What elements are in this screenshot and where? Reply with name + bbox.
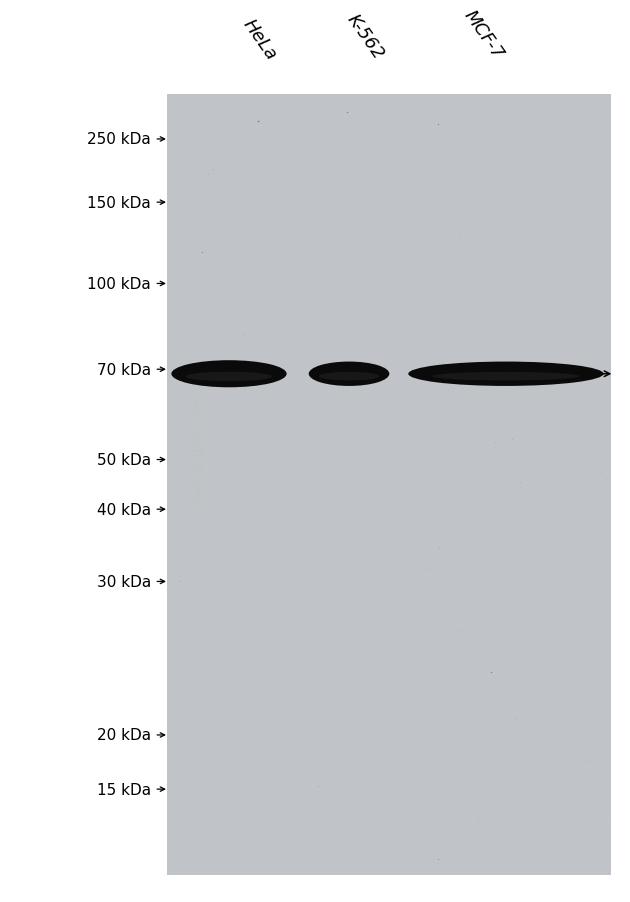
Ellipse shape [319,373,379,381]
Ellipse shape [186,373,272,382]
Text: K-562: K-562 [343,11,387,63]
Text: HeLa: HeLa [239,15,280,63]
Ellipse shape [433,373,579,381]
Text: 150 kDa: 150 kDa [88,196,151,210]
Text: 70 kDa: 70 kDa [97,363,151,377]
Text: 20 kDa: 20 kDa [97,728,151,742]
Ellipse shape [309,362,389,387]
Text: 15 kDa: 15 kDa [97,782,151,796]
Ellipse shape [171,361,287,388]
Text: 100 kDa: 100 kDa [88,277,151,291]
Text: MCF-7: MCF-7 [460,7,507,63]
Text: 50 kDa: 50 kDa [97,453,151,467]
Text: 30 kDa: 30 kDa [97,575,151,589]
Ellipse shape [408,362,604,387]
Text: www.ptgab.com: www.ptgab.com [192,395,205,507]
Text: 250 kDa: 250 kDa [88,133,151,147]
Bar [167,95,611,875]
Text: 40 kDa: 40 kDa [97,502,151,517]
